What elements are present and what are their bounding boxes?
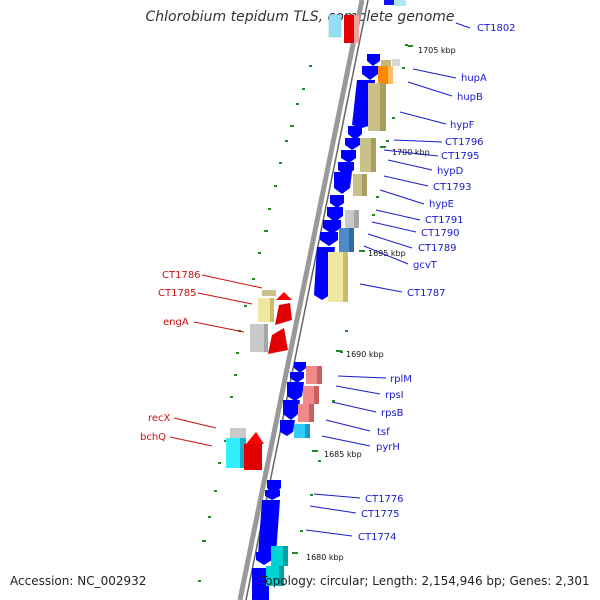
gene-label: CT1793 xyxy=(433,182,472,193)
gene-label: tsf xyxy=(377,427,390,438)
gene-label: hypF xyxy=(450,120,475,131)
gene-label: rplM xyxy=(390,374,412,385)
left-connectors xyxy=(169,274,263,447)
scale-guide-dots xyxy=(198,44,408,582)
gene-label: rpsB xyxy=(381,408,404,419)
gene-label: CT1776 xyxy=(365,494,404,505)
gene-label: pyrH xyxy=(376,442,400,453)
scale-ticks xyxy=(292,45,413,554)
gene-label: CT1775 xyxy=(361,509,400,520)
gene-label: bchQ xyxy=(140,432,166,443)
scale-label: 1705 kbp xyxy=(418,46,456,55)
reverse-strand-genes xyxy=(226,290,292,470)
right-gene-labels: CT1802 hupA hupB hypF CT1796 CT1795 hypD… xyxy=(358,23,516,543)
scale-label: 1680 kbp xyxy=(306,553,344,562)
gene-label: hypD xyxy=(437,166,464,177)
accession-text: Accession: NC_002932 xyxy=(10,574,147,588)
gene-label: hupB xyxy=(457,92,483,103)
right-connectors xyxy=(305,22,471,537)
scale-label: 1695 kbp xyxy=(368,249,406,258)
gene-label: CT1785 xyxy=(158,288,197,299)
gene-label: CT1790 xyxy=(421,228,460,239)
gene-label: engA xyxy=(163,317,189,328)
map-title: Chlorobium tepidum TLS, complete genome xyxy=(145,9,455,25)
gene-label: CT1802 xyxy=(477,23,516,34)
gene-label: rpsI xyxy=(385,390,404,401)
gene-label: CT1774 xyxy=(358,532,397,543)
gene-label: CT1796 xyxy=(445,137,484,148)
gene-label: recX xyxy=(148,413,171,424)
gene-label: hupA xyxy=(461,73,487,84)
gene-label: hypE xyxy=(429,199,454,210)
scale-label: 1690 kbp xyxy=(346,350,384,359)
gene-label: CT1787 xyxy=(407,288,446,299)
gene-label: CT1791 xyxy=(425,215,464,226)
gene-label: CT1795 xyxy=(441,151,480,162)
gene-label: CT1786 xyxy=(162,270,201,281)
gene-label: CT1789 xyxy=(418,243,457,254)
scale-label: 1685 kbp xyxy=(324,450,362,459)
forward-strand-genes xyxy=(252,0,406,600)
topology-text: Topology: circular; Length: 2,154,946 bp… xyxy=(260,574,590,588)
left-gene-labels: CT1786 CT1785 engA recX bchQ xyxy=(140,270,201,443)
gene-label: gcvT xyxy=(413,260,438,271)
